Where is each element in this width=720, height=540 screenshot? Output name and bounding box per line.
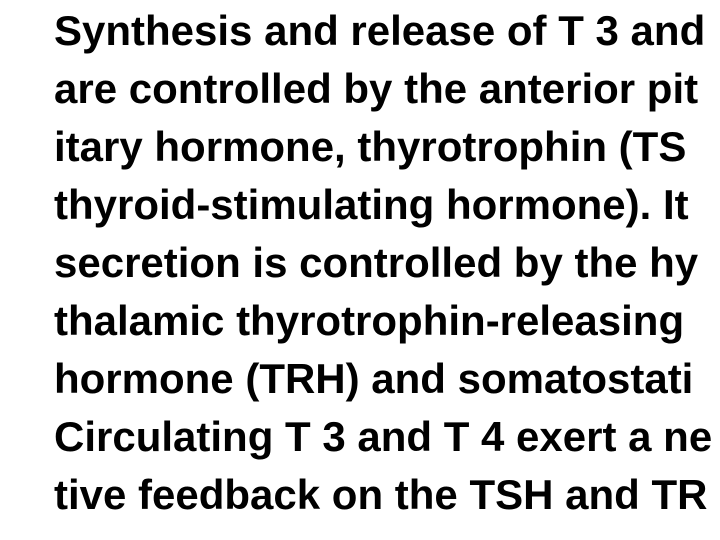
line-5: secretion is controlled by the hy <box>54 242 698 284</box>
line-6: thalamic thyrotrophin-releasing <box>54 300 684 342</box>
line-3: itary hormone, thyrotrophin (TS <box>54 126 686 168</box>
line-8: Circulating T 3 and T 4 exert a ne <box>54 416 712 458</box>
line-9: tive feedback on the TSH and TR <box>54 474 707 516</box>
line-7: hormone (TRH) and somatostati <box>54 358 693 400</box>
line-2: are controlled by the anterior pit <box>54 68 698 110</box>
line-1: Synthesis and release of T 3 and <box>54 10 705 52</box>
line-4: thyroid-stimulating hormone). It <box>54 184 689 226</box>
